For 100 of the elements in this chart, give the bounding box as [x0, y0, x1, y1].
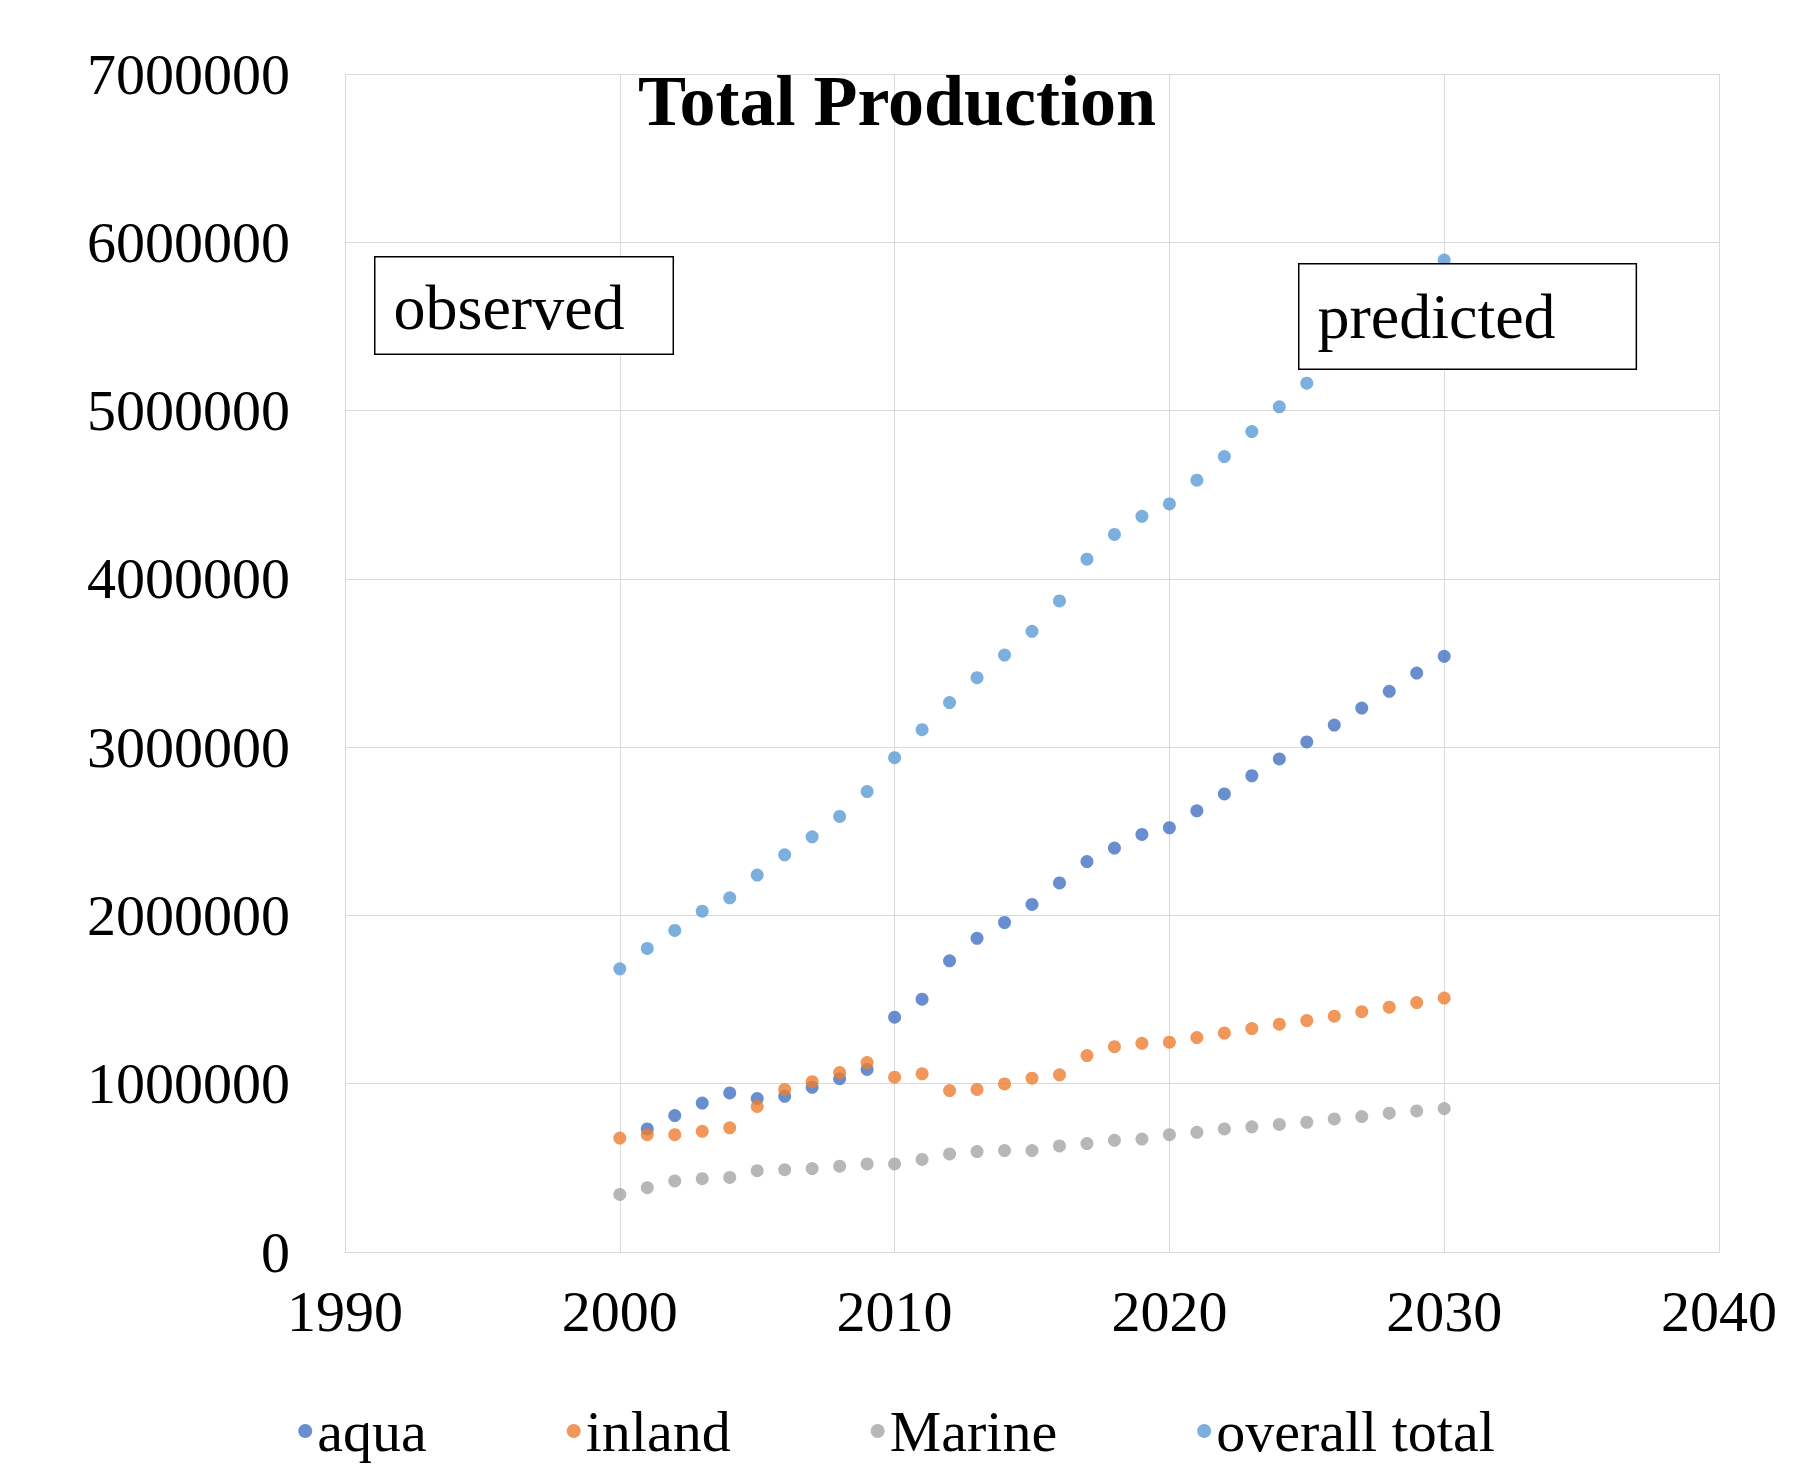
point	[613, 1187, 627, 1201]
annotation: observed	[393, 272, 625, 343]
point	[998, 1077, 1012, 1091]
point	[695, 1096, 709, 1110]
point	[1245, 769, 1259, 783]
point	[888, 1070, 902, 1084]
point	[1437, 1102, 1451, 1116]
point	[1272, 1017, 1286, 1031]
point	[1080, 1137, 1094, 1151]
point	[1162, 1035, 1176, 1049]
point	[1107, 1040, 1121, 1054]
point	[723, 1086, 737, 1100]
point	[1135, 509, 1149, 523]
chart-title: Total Production	[638, 61, 1157, 141]
point	[1135, 1036, 1149, 1050]
point	[750, 1099, 764, 1113]
point	[970, 1082, 984, 1096]
point	[1080, 1049, 1094, 1063]
point	[613, 962, 627, 976]
point	[1272, 400, 1286, 414]
point	[805, 1162, 819, 1176]
point	[860, 1157, 874, 1171]
point	[1245, 1022, 1259, 1036]
point	[1107, 1133, 1121, 1147]
point	[778, 1163, 792, 1177]
y-tick-label: 5000000	[87, 378, 290, 444]
point	[1300, 1115, 1314, 1129]
point	[668, 923, 682, 937]
point	[1135, 1132, 1149, 1146]
point	[668, 1128, 682, 1142]
point	[1135, 827, 1149, 841]
point	[695, 904, 709, 918]
point	[1327, 1009, 1341, 1023]
point	[750, 1164, 764, 1178]
point	[1190, 1125, 1204, 1139]
y-tick-label: 1000000	[87, 1051, 290, 1117]
point	[915, 992, 929, 1006]
point	[668, 1109, 682, 1123]
point	[915, 723, 929, 737]
point	[1025, 1071, 1039, 1085]
point	[970, 671, 984, 685]
point	[640, 1181, 654, 1195]
point	[915, 1067, 929, 1081]
x-tick-label: 2000	[561, 1278, 678, 1344]
point	[778, 1082, 792, 1096]
point	[1437, 649, 1451, 663]
point	[805, 830, 819, 844]
point	[613, 1131, 627, 1145]
point	[668, 1174, 682, 1188]
point	[750, 868, 764, 882]
y-tick-label: 2000000	[87, 882, 290, 948]
x-tick-label: 1990	[287, 1278, 403, 1344]
point	[998, 1144, 1012, 1158]
point	[833, 1066, 847, 1080]
point	[943, 1084, 957, 1098]
point	[1025, 624, 1039, 638]
y-tick-label: 6000000	[87, 209, 290, 275]
point	[1190, 1031, 1204, 1045]
point	[1410, 996, 1424, 1010]
point	[998, 916, 1012, 929]
point	[778, 848, 792, 862]
y-tick-label: 3000000	[87, 714, 290, 780]
point	[943, 696, 957, 710]
point	[943, 1147, 957, 1161]
point	[723, 1121, 737, 1135]
point	[1355, 701, 1369, 715]
point	[1300, 735, 1314, 749]
point	[805, 1075, 819, 1089]
point	[723, 891, 737, 905]
point	[1080, 855, 1094, 869]
point	[998, 648, 1012, 662]
point	[1052, 1068, 1066, 1082]
point	[1272, 752, 1286, 766]
point	[1080, 552, 1094, 566]
point	[1162, 1128, 1176, 1142]
x-tick-label: 2020	[1111, 1278, 1228, 1344]
point	[1107, 841, 1121, 855]
point	[1272, 1117, 1286, 1131]
point	[1217, 450, 1231, 464]
y-tick-label: 4000000	[87, 546, 290, 612]
point	[1190, 804, 1204, 818]
point	[1300, 376, 1314, 390]
point	[1382, 684, 1396, 698]
point	[888, 1010, 902, 1024]
point	[1245, 1120, 1259, 1134]
x-tick-label: 2030	[1386, 1278, 1503, 1344]
point	[1355, 1005, 1369, 1019]
point	[1025, 1144, 1039, 1158]
point	[1052, 1139, 1066, 1153]
point	[1025, 897, 1039, 911]
point	[1052, 594, 1066, 608]
point	[888, 1157, 902, 1171]
point	[1190, 473, 1204, 487]
point	[860, 1056, 874, 1070]
point	[1217, 787, 1231, 801]
point	[1355, 1110, 1369, 1124]
point	[1437, 991, 1451, 1005]
point	[1382, 1000, 1396, 1014]
point	[1327, 718, 1341, 732]
x-tick-label: 2010	[836, 1278, 953, 1344]
